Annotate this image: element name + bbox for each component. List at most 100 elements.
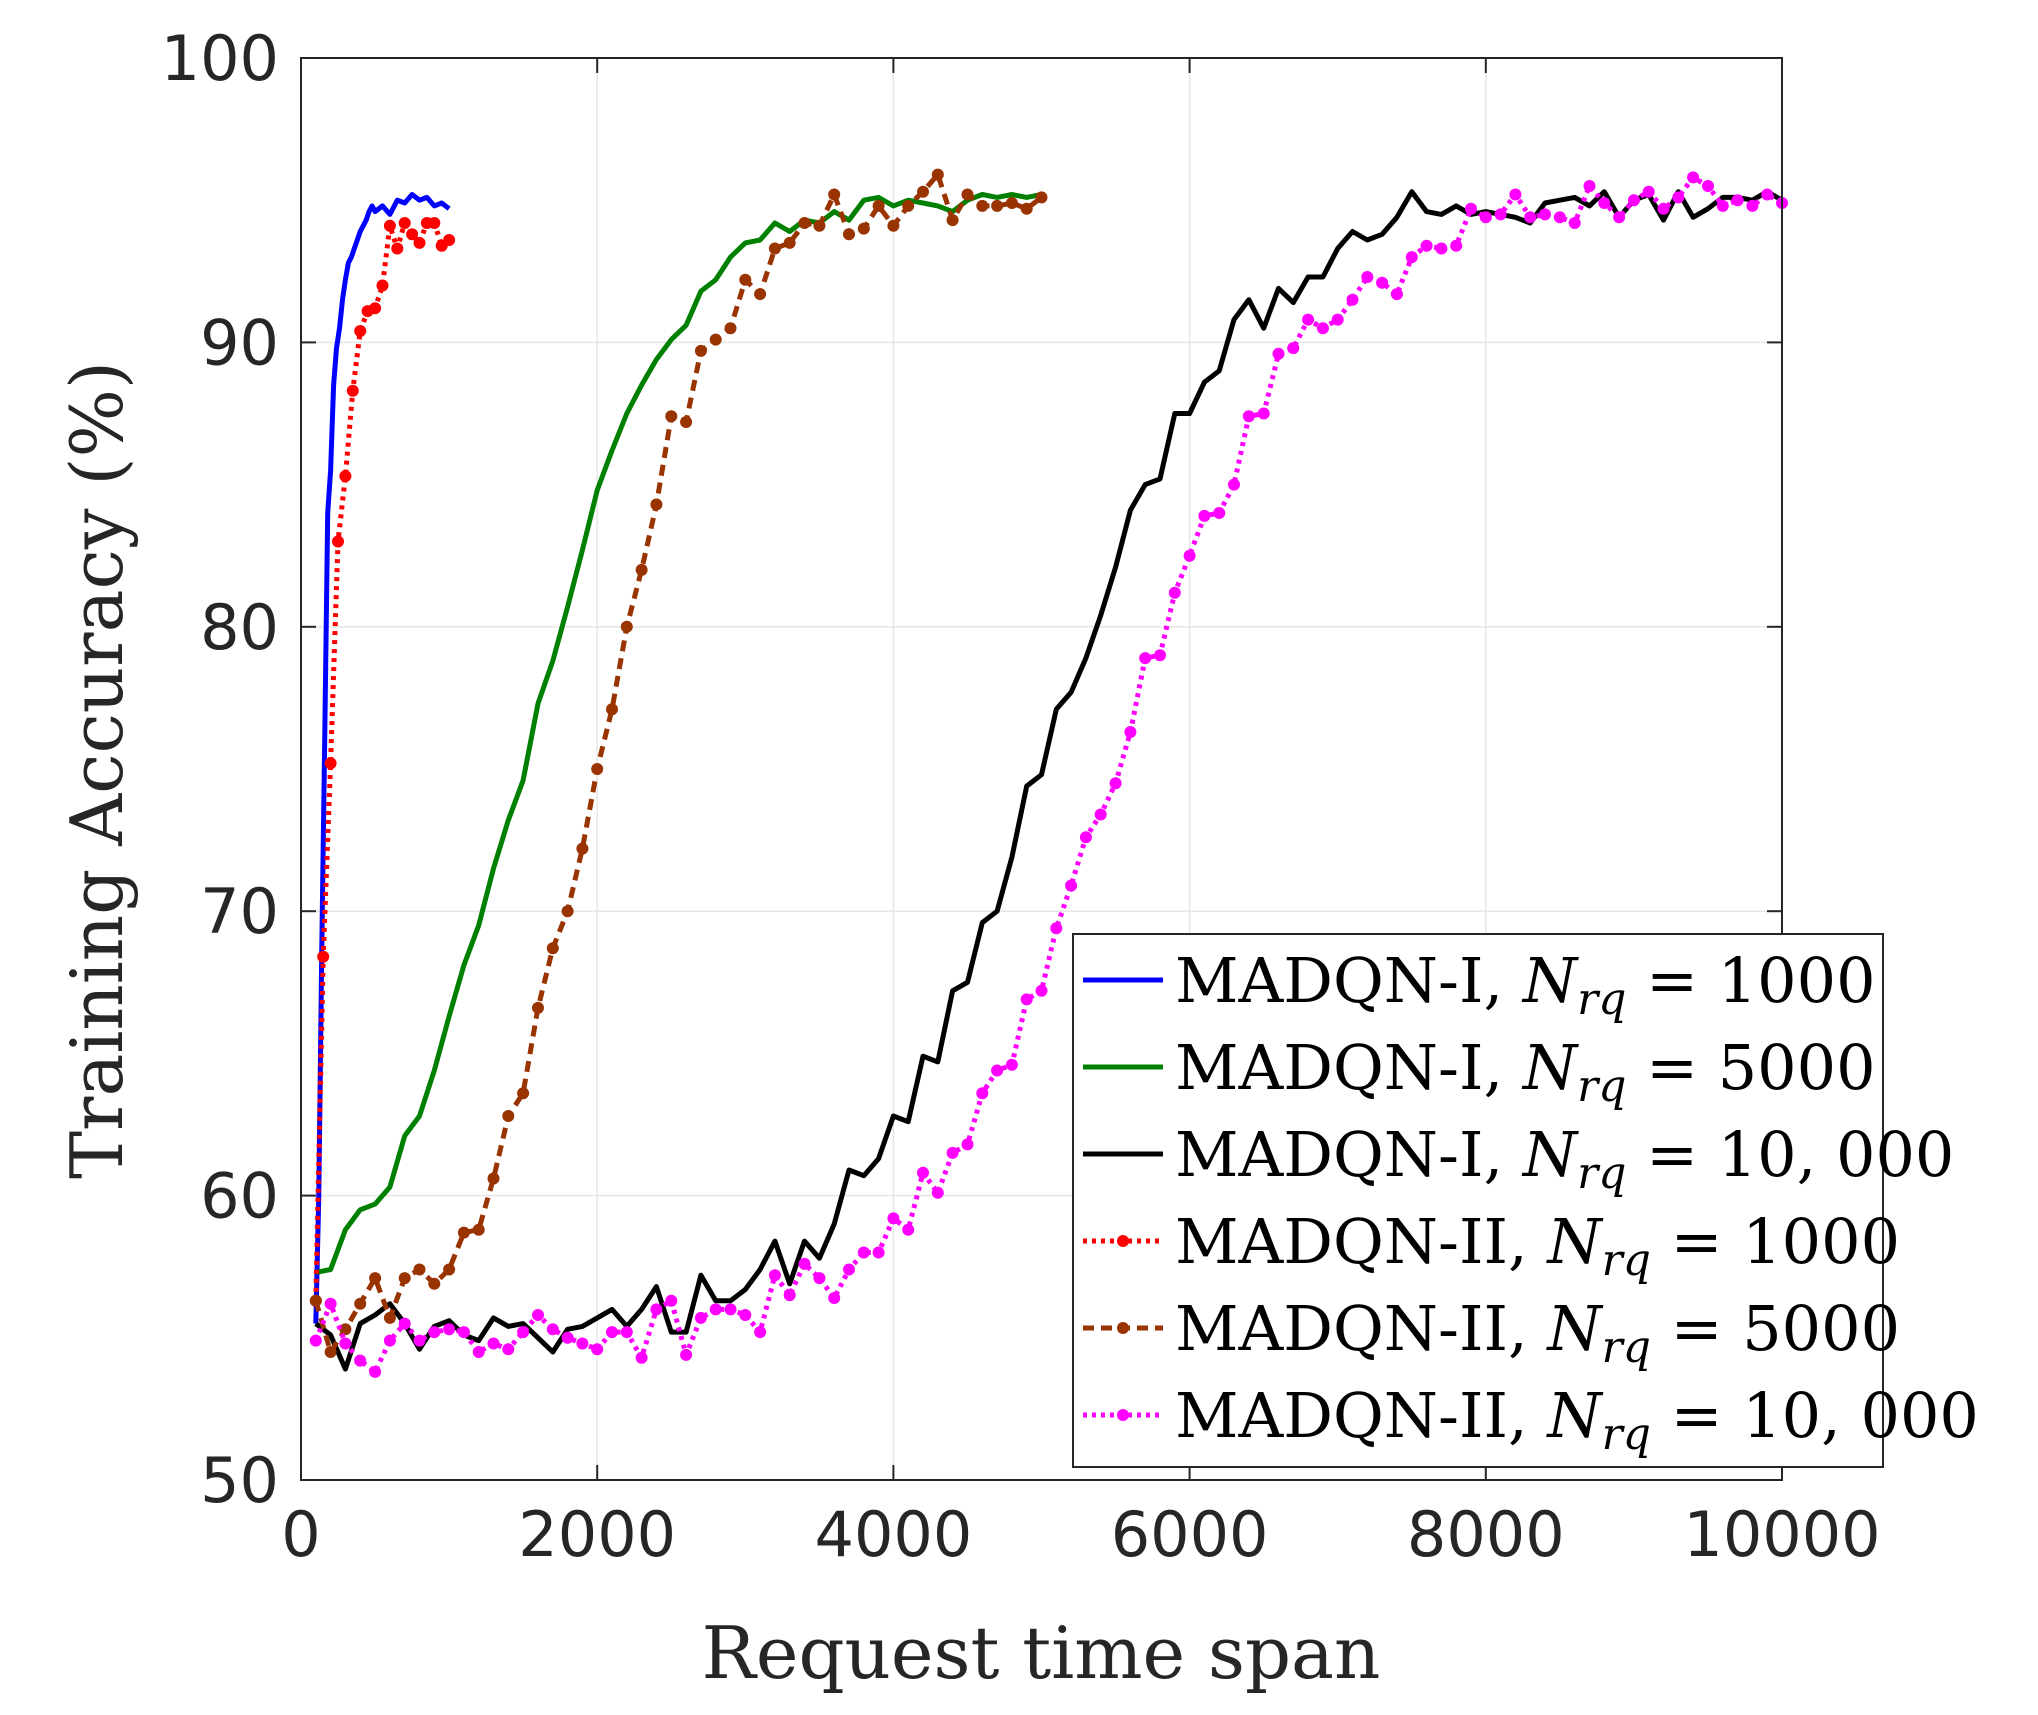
ticks <box>300 57 1783 1481</box>
y-tick-label: 50 <box>200 1444 279 1517</box>
series-2 <box>314 189 1784 1372</box>
data-point <box>332 535 344 548</box>
data-point <box>1287 342 1300 355</box>
data-point <box>317 950 330 963</box>
data-point <box>1213 507 1226 519</box>
data-point <box>561 1331 574 1344</box>
legend-marker <box>1117 1322 1129 1334</box>
data-point <box>902 1223 915 1236</box>
data-point <box>798 217 811 229</box>
data-point <box>1524 211 1537 224</box>
data-point <box>532 1309 544 1321</box>
data-point <box>1079 831 1092 844</box>
data-point <box>428 217 441 229</box>
data-point <box>1450 239 1463 252</box>
data-point <box>1346 293 1359 306</box>
y-tick-labels: 50 60 70 80 90 100 <box>161 22 279 1517</box>
data-point <box>591 763 604 775</box>
data-point <box>369 1272 382 1285</box>
data-point <box>620 620 633 633</box>
x-tick-label: 4000 <box>815 1498 973 1571</box>
x-tick-labels: 0 2000 4000 6000 8000 10000 <box>281 1498 1880 1571</box>
data-point <box>428 1277 441 1290</box>
data-point <box>1657 202 1670 215</box>
data-point <box>976 199 989 212</box>
data-point <box>369 302 382 315</box>
data-point <box>1553 211 1566 224</box>
data-point <box>1539 208 1551 221</box>
data-point <box>309 1294 322 1307</box>
data-point <box>576 1337 589 1350</box>
series-3 <box>309 217 456 1307</box>
data-point <box>606 1326 618 1339</box>
data-point <box>931 168 944 181</box>
data-point <box>383 1334 396 1347</box>
legend-label: MADQN-II, Nrq = 10, 000 <box>1175 1379 1979 1460</box>
series-line <box>313 192 451 1324</box>
data-point <box>709 333 722 346</box>
data-point <box>635 563 648 576</box>
data-point <box>872 199 885 212</box>
data-point <box>1494 208 1507 221</box>
data-point <box>724 1303 737 1316</box>
x-axis-label: Request time span <box>702 1611 1381 1695</box>
grid <box>301 58 1782 1480</box>
data-point <box>946 214 959 227</box>
data-point <box>991 1064 1004 1077</box>
data-point <box>1005 1058 1018 1071</box>
data-point <box>1568 217 1581 229</box>
data-point <box>843 228 855 241</box>
y-axis-label: Training Accuracy (%) <box>55 361 139 1179</box>
data-point <box>1642 185 1655 198</box>
data-point <box>887 219 900 232</box>
data-point <box>1257 407 1270 420</box>
axes-box <box>300 57 1783 1481</box>
data-point <box>1420 239 1433 252</box>
data-point <box>783 236 796 249</box>
data-point <box>443 234 456 246</box>
data-point <box>739 273 752 286</box>
data-point <box>1731 194 1744 207</box>
x-tick-label: 2000 <box>518 1498 676 1571</box>
data-point <box>1228 478 1240 491</box>
data-point <box>694 1311 707 1324</box>
data-point <box>680 416 693 428</box>
data-point <box>902 199 915 212</box>
series-line <box>314 189 1784 1372</box>
y-tick-label: 60 <box>200 1160 279 1233</box>
data-point <box>1316 322 1329 335</box>
data-point <box>1509 188 1522 201</box>
data-point <box>1405 251 1418 264</box>
data-point <box>383 1311 396 1324</box>
data-point <box>517 1326 530 1339</box>
data-point <box>398 217 411 229</box>
data-point <box>620 1326 633 1339</box>
y-tick-label: 100 <box>161 22 279 95</box>
legend-label: MADQN-I, Nrq = 1000 <box>1175 944 1876 1025</box>
legend-box <box>1072 933 1884 1468</box>
data-point <box>1761 188 1774 201</box>
data-point <box>309 1334 322 1347</box>
data-point <box>1583 180 1596 192</box>
data-point <box>1746 199 1759 212</box>
data-point <box>1465 202 1477 215</box>
data-point <box>1168 586 1181 599</box>
data-point <box>1035 191 1048 204</box>
data-point <box>487 1172 500 1185</box>
data-point <box>346 384 359 397</box>
series-4 <box>309 168 1048 1358</box>
data-point <box>354 1297 367 1310</box>
data-point <box>768 242 781 255</box>
data-point <box>650 498 663 511</box>
data-point <box>1020 202 1033 215</box>
data-point <box>1435 242 1448 255</box>
data-point <box>798 1257 811 1270</box>
data-point <box>457 1226 470 1239</box>
x-tick-label: 6000 <box>1111 1498 1269 1571</box>
data-point <box>680 1348 693 1361</box>
y-tick-label: 90 <box>200 306 279 379</box>
data-point <box>1613 211 1626 224</box>
data-point <box>1716 199 1729 212</box>
data-point <box>917 185 929 198</box>
